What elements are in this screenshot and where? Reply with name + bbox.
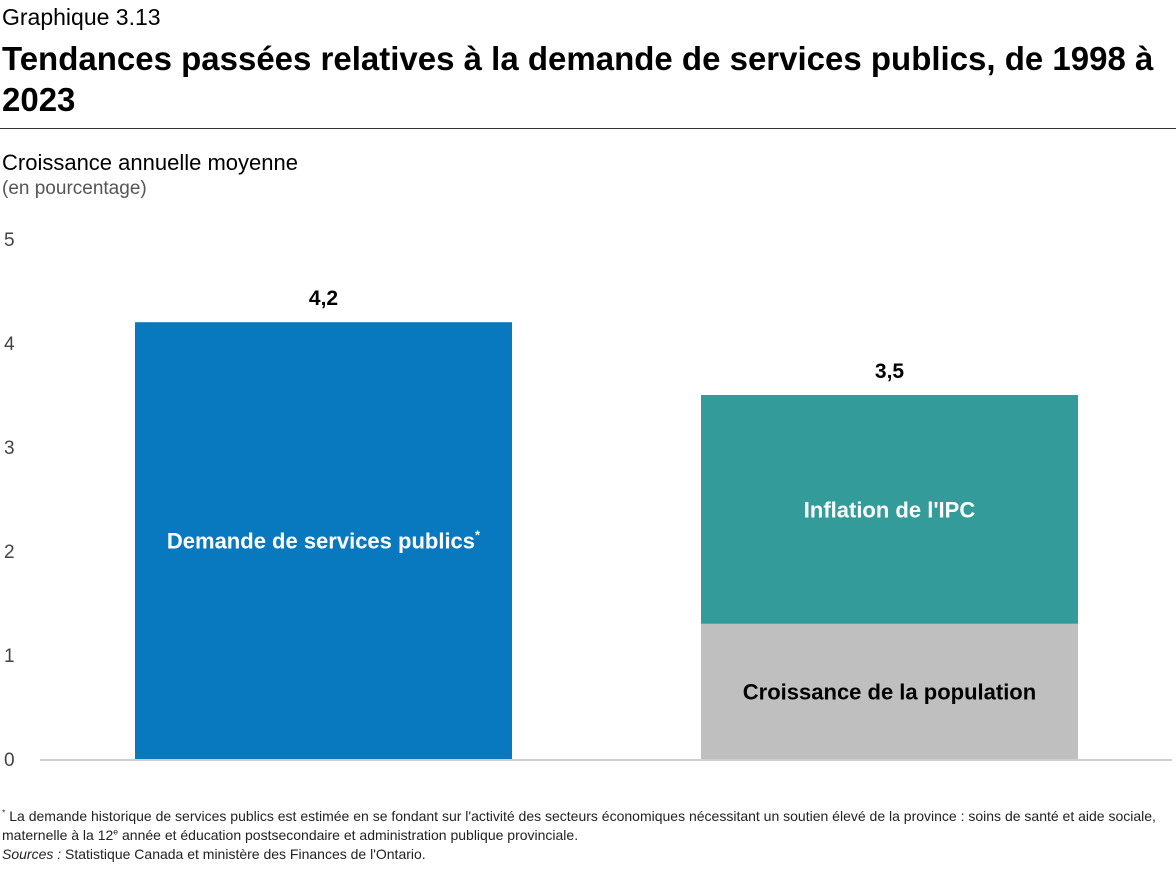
y-tick-label: 3	[4, 438, 15, 459]
data-label: 4,2	[309, 287, 338, 310]
chart-kicker: Graphique 3.13	[2, 4, 161, 30]
footnote-sources: Sources : Statistique Canada et ministèr…	[2, 845, 1172, 864]
title-divider	[0, 128, 1176, 129]
footnote-superscript: e	[113, 826, 119, 837]
sources-label: Sources :	[2, 846, 62, 862]
y-tick-label: 0	[4, 750, 15, 771]
segment-label: Inflation de l'IPC	[804, 497, 976, 522]
y-tick-label: 4	[4, 334, 15, 355]
y-tick-label: 1	[4, 646, 15, 667]
bar-segment	[701, 395, 1078, 624]
chart-title: Tendances passées relatives à la demande…	[2, 40, 1154, 118]
y-tick-label: 5	[4, 230, 15, 251]
sources-text: Statistique Canada et ministère des Fina…	[61, 846, 426, 862]
y-axis-unit: (en pourcentage)	[2, 178, 147, 199]
segment-label: Croissance de la population	[743, 679, 1036, 704]
footnote-mark: *	[2, 807, 6, 818]
segment-label: Demande de services publics*	[167, 528, 481, 554]
data-label: 3,5	[875, 360, 905, 383]
y-tick-label: 2	[4, 542, 15, 563]
bar-segment	[135, 322, 512, 759]
footnote-text: La demande historique de services public…	[2, 808, 1156, 843]
footnote-note: * La demande historique de services publ…	[2, 807, 1172, 845]
bar-chart: 0 1 2 3 4 5 Demande de services publics* 4,2 Cro…	[4, 230, 1172, 771]
footnote-text-end: année et éducation postsecondaire et adm…	[118, 827, 579, 843]
bar-segment	[701, 623, 1078, 759]
y-axis-title: Croissance annuelle moyenne	[2, 150, 298, 175]
footnote: * La demande historique de services publ…	[2, 807, 1172, 864]
